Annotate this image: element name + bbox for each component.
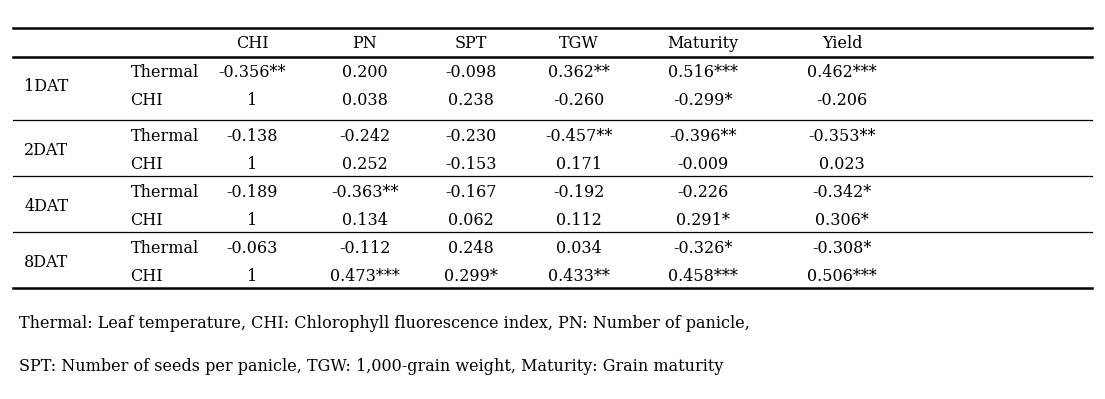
Text: 1: 1 [246,212,257,229]
Text: TGW: TGW [559,35,599,51]
Text: Thermal: Thermal [130,64,199,81]
Text: CHI: CHI [130,268,164,284]
Text: Thermal: Thermal [130,184,199,201]
Text: -0.308*: -0.308* [812,240,872,257]
Text: SPT: SPT [454,35,487,51]
Text: Thermal: Thermal [130,128,199,145]
Text: -0.192: -0.192 [554,184,604,201]
Text: 0.034: 0.034 [556,240,602,257]
Text: 0.038: 0.038 [341,92,388,109]
Text: 0.433**: 0.433** [548,268,610,284]
Text: Maturity: Maturity [667,35,738,51]
Text: -0.353**: -0.353** [808,128,876,145]
Text: 0.299*: 0.299* [444,268,497,284]
Text: 0.473***: 0.473*** [329,268,400,284]
Text: 1: 1 [246,92,257,109]
Text: 0.248: 0.248 [448,240,494,257]
Text: -0.189: -0.189 [227,184,277,201]
Text: 0.362**: 0.362** [548,64,610,81]
Text: 1: 1 [246,268,257,284]
Text: -0.363**: -0.363** [330,184,399,201]
Text: 0.112: 0.112 [556,212,602,229]
Text: Thermal: Thermal [130,240,199,257]
Text: Thermal: Leaf temperature, CHI: Chlorophyll fluorescence index, PN: Number of pa: Thermal: Leaf temperature, CHI: Chloroph… [19,316,749,332]
Text: -0.098: -0.098 [445,64,496,81]
Text: -0.063: -0.063 [227,240,277,257]
Text: 0.291*: 0.291* [676,212,729,229]
Text: Yield: Yield [822,35,862,51]
Text: -0.260: -0.260 [554,92,604,109]
Text: -0.396**: -0.396** [669,128,737,145]
Text: 4DAT: 4DAT [24,198,69,215]
Text: -0.206: -0.206 [817,92,867,109]
Text: CHI: CHI [130,212,164,229]
Text: -0.230: -0.230 [445,128,496,145]
Text: -0.009: -0.009 [677,156,728,173]
Text: -0.242: -0.242 [339,128,390,145]
Text: 0.458***: 0.458*** [667,268,738,284]
Text: -0.112: -0.112 [339,240,390,257]
Text: 0.023: 0.023 [819,156,865,173]
Text: 0.200: 0.200 [341,64,388,81]
Text: -0.138: -0.138 [227,128,277,145]
Text: 0.516***: 0.516*** [667,64,738,81]
Text: 0.506***: 0.506*** [807,268,877,284]
Text: -0.299*: -0.299* [673,92,733,109]
Text: -0.457**: -0.457** [546,128,612,145]
Text: 1: 1 [246,156,257,173]
Text: -0.342*: -0.342* [812,184,872,201]
Text: 0.306*: 0.306* [815,212,869,229]
Text: 8DAT: 8DAT [24,254,69,271]
Text: 0.238: 0.238 [448,92,494,109]
Text: CHI: CHI [130,156,164,173]
Text: -0.167: -0.167 [445,184,496,201]
Text: -0.326*: -0.326* [673,240,733,257]
Text: -0.226: -0.226 [677,184,728,201]
Text: 0.134: 0.134 [341,212,388,229]
Text: 0.462***: 0.462*** [807,64,877,81]
Text: -0.153: -0.153 [445,156,496,173]
Text: PN: PN [352,35,377,51]
Text: 0.171: 0.171 [556,156,602,173]
Text: 0.252: 0.252 [341,156,388,173]
Text: CHI: CHI [130,92,164,109]
Text: -0.356**: -0.356** [218,64,286,81]
Text: 1DAT: 1DAT [24,78,69,95]
Text: SPT: Number of seeds per panicle, TGW: 1,000-grain weight, Maturity: Grain matur: SPT: Number of seeds per panicle, TGW: 1… [19,358,723,375]
Text: CHI: CHI [235,35,269,51]
Text: 2DAT: 2DAT [24,142,69,159]
Text: 0.062: 0.062 [448,212,494,229]
